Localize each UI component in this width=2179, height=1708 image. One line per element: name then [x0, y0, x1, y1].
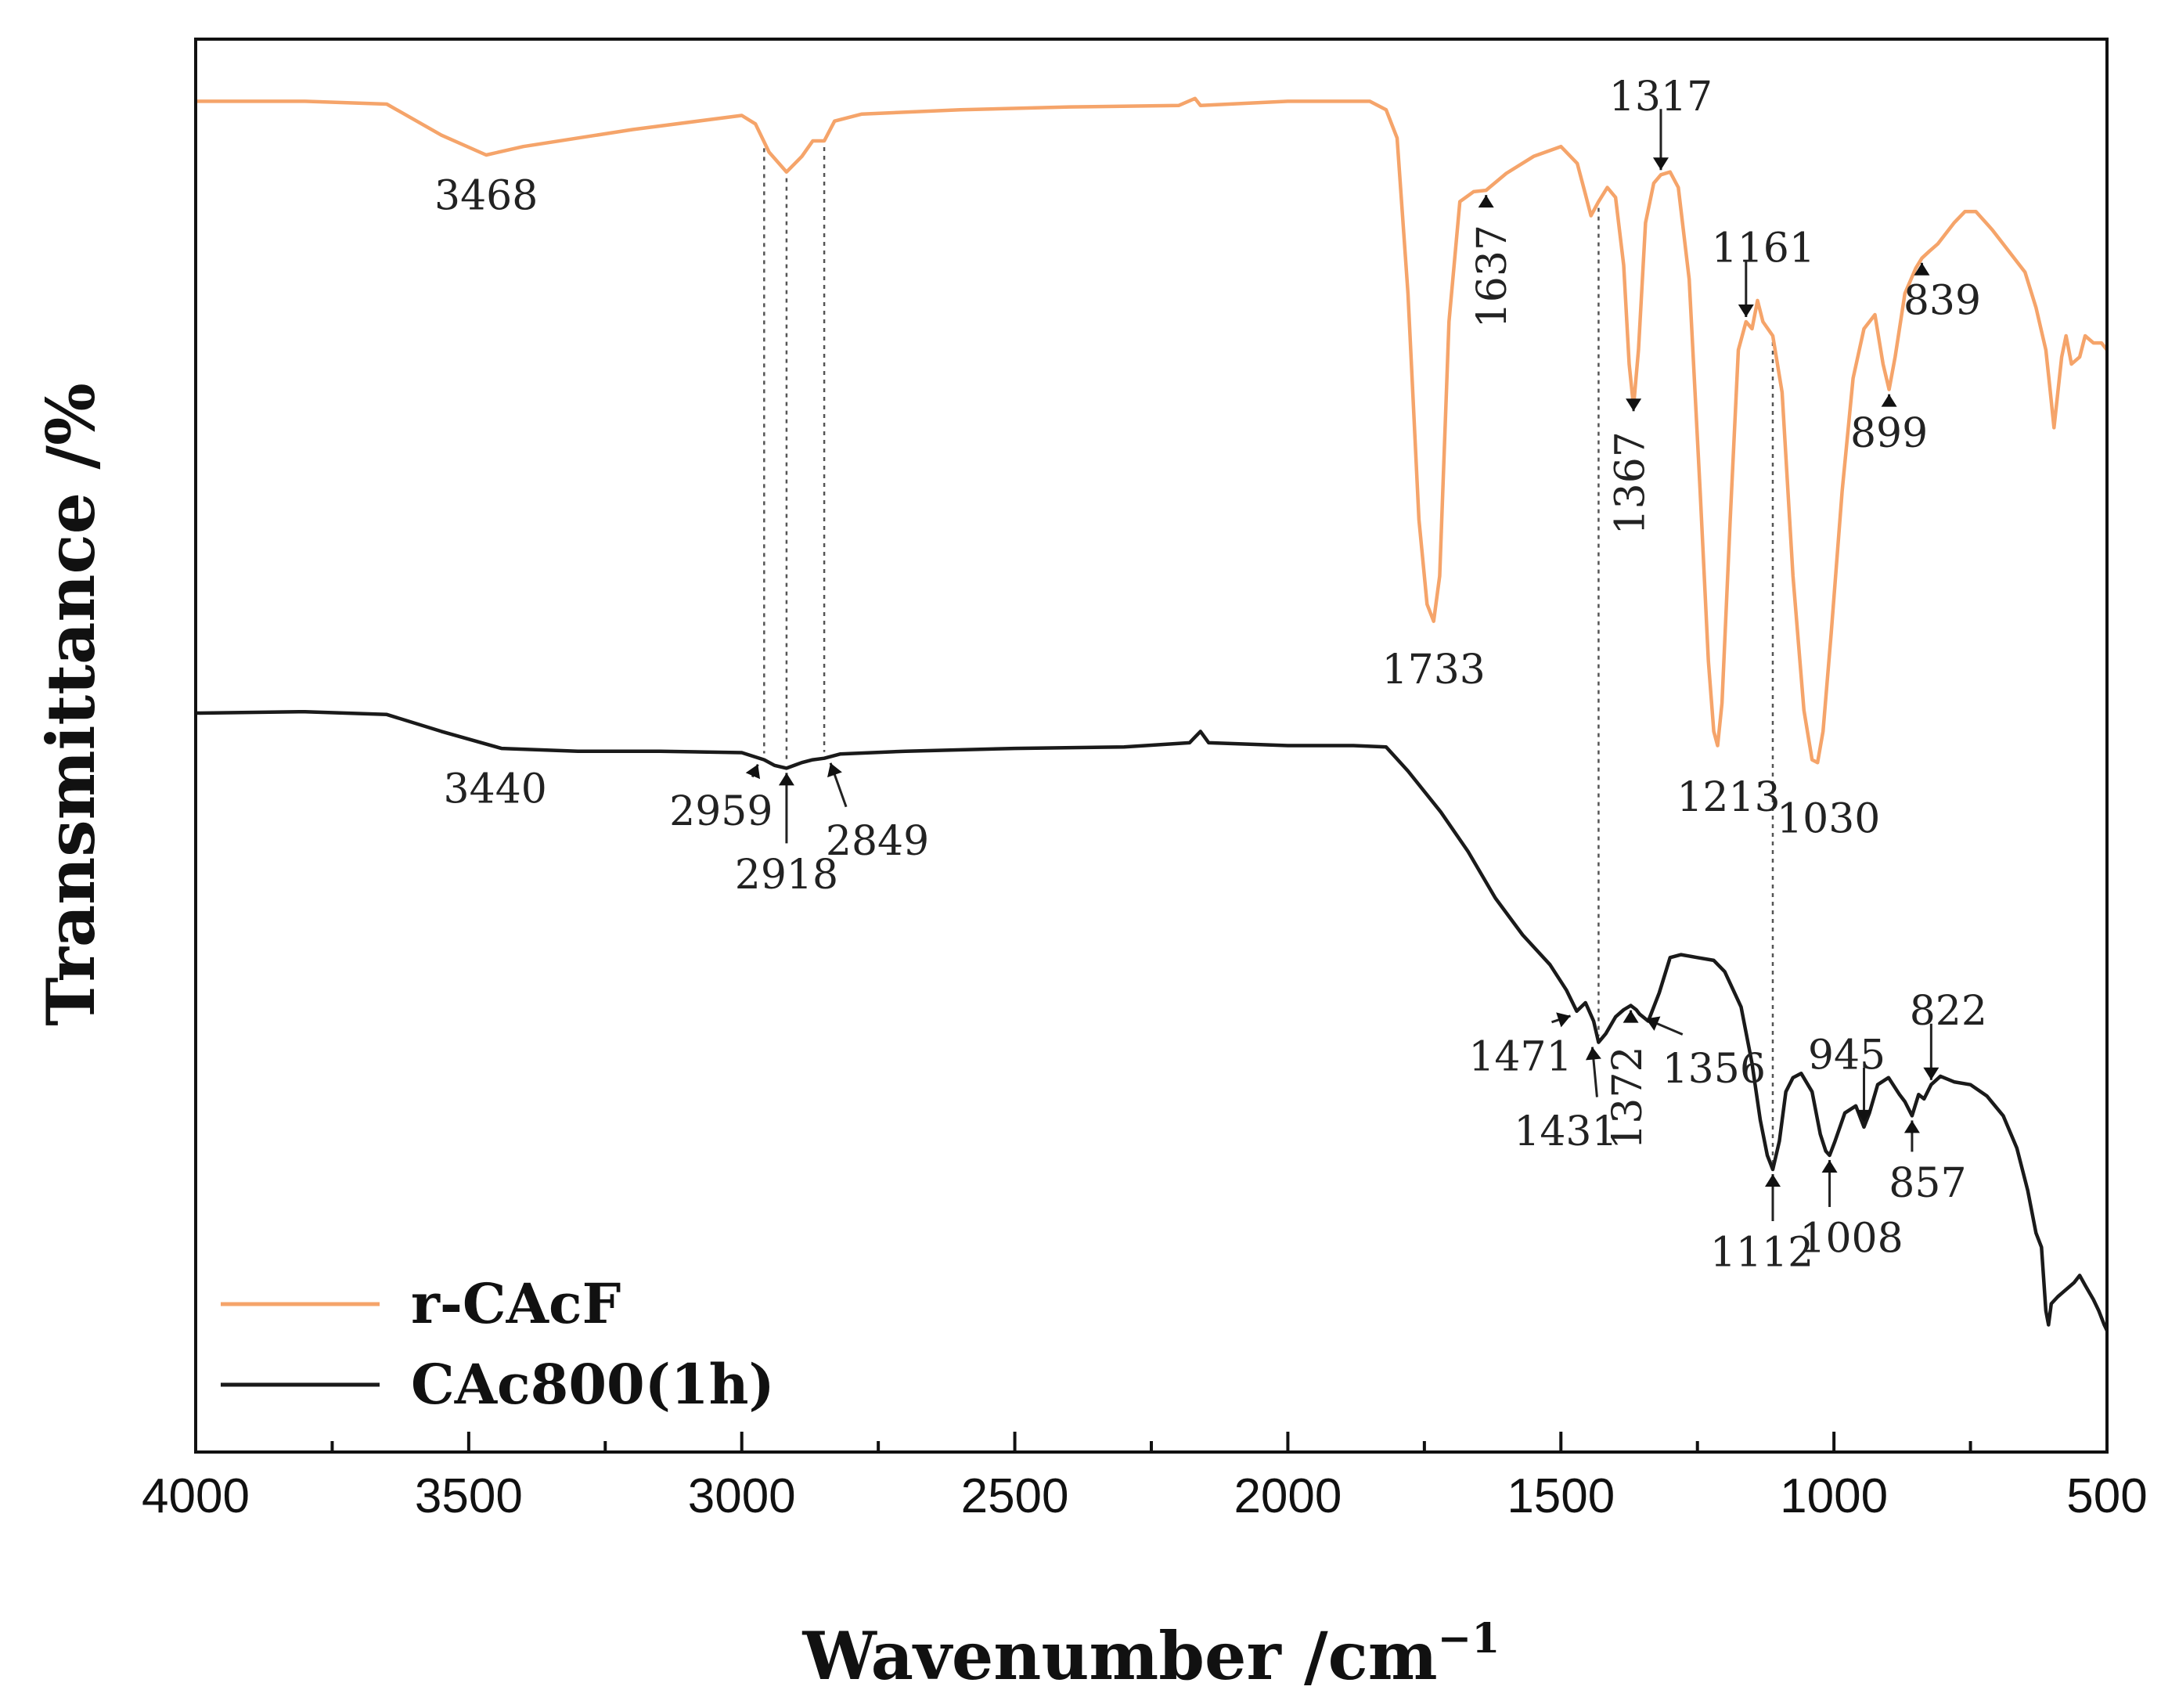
peak-arrows: [745, 109, 1939, 1221]
x-tick-label-4000: 4000: [142, 1469, 250, 1523]
x-axis-ticks: [194, 1432, 2109, 1452]
peak-label-3468: 3468: [434, 173, 538, 220]
peak-label-1637: 1637: [1469, 225, 1516, 328]
peak-arrow-head-1112: [1764, 1174, 1781, 1187]
peak-label-2959: 2959: [669, 788, 773, 835]
legend: r-CAcF CAc800(1h): [221, 1271, 775, 1417]
peak-arrow-head-2849: [827, 762, 842, 778]
peak-arrow-head-2959: [745, 764, 761, 780]
x-axis-tick-labels: 4000 3500 3000 2500 2000 1500 1000 500: [142, 1469, 2148, 1523]
peak-label-1471: 1471: [1468, 1033, 1572, 1080]
x-axis-title: Wavenumber /cm−1: [802, 1615, 1500, 1695]
peak-label-1431: 1431: [1514, 1108, 1617, 1155]
peak-arrow-head-1161: [1738, 304, 1754, 317]
peak-label-1356: 1356: [1662, 1046, 1766, 1093]
peak-label-2849: 2849: [826, 818, 929, 865]
peak-arrow-head-1637: [1478, 195, 1494, 208]
peak-arrow-head-839: [1914, 262, 1930, 276]
x-tick-label-1500: 1500: [1507, 1469, 1615, 1523]
peak-arrow-head-1356: [1645, 1016, 1661, 1031]
peak-label-1213: 1213: [1677, 774, 1780, 821]
peak-label-1317: 1317: [1609, 74, 1713, 121]
peak-label-2918: 2918: [735, 852, 838, 899]
legend-label-cac800: CAc800(1h): [411, 1352, 775, 1417]
peak-arrow-head-1317: [1652, 157, 1669, 171]
guide-lines: [763, 146, 1774, 1163]
peak-label-945: 945: [1808, 1032, 1885, 1079]
peak-arrow-head-1471: [1556, 1012, 1571, 1028]
peak-label-822: 822: [1910, 988, 1987, 1035]
spectra: [195, 96, 2109, 1331]
peak-arrow-head-857: [1903, 1120, 1920, 1133]
peak-label-857: 857: [1889, 1160, 1966, 1207]
peak-arrow-head-1367: [1626, 398, 1642, 412]
peak-arrow-head-945: [1856, 1109, 1872, 1122]
x-tick-label-1000: 1000: [1780, 1469, 1888, 1523]
peak-arrow-head-1372: [1623, 1010, 1639, 1023]
peak-label-1008: 1008: [1799, 1215, 1903, 1262]
peak-label-3440: 3440: [444, 766, 547, 813]
peak-label-899: 899: [1850, 410, 1928, 457]
series-line-r-cacf: [196, 96, 2109, 765]
peak-arrow-head-2918: [778, 773, 794, 786]
peak-arrow-head-899: [1881, 394, 1897, 407]
peak-arrow-head-1008: [1821, 1159, 1838, 1173]
peak-label-839: 839: [1903, 277, 1981, 324]
peak-label-1161: 1161: [1712, 225, 1815, 272]
peak-labels: 3468 1733 1637 1367 1317 1213 1161 1030 899 839 34…: [434, 74, 1987, 1277]
series-line-cac800-1h: [195, 709, 2109, 1331]
x-tick-label-3000: 3000: [688, 1469, 796, 1523]
legend-label-r-cacf: r-CAcF: [411, 1271, 621, 1336]
peak-arrow-head-822: [1923, 1067, 1939, 1080]
y-axis-title: Transmittance /%: [32, 383, 110, 1026]
peak-label-1112: 1112: [1710, 1230, 1813, 1277]
peak-label-1733: 1733: [1382, 647, 1486, 694]
peak-label-1030: 1030: [1777, 796, 1880, 843]
x-tick-label-3500: 3500: [415, 1469, 523, 1523]
peak-label-1367: 1367: [1608, 431, 1655, 535]
x-tick-label-2500: 2500: [961, 1469, 1069, 1523]
x-tick-label-2000: 2000: [1234, 1469, 1342, 1523]
peak-label-1372: 1372: [1605, 1046, 1651, 1149]
x-tick-label-500: 500: [2066, 1469, 2147, 1523]
peak-arrow-head-1431: [1585, 1047, 1601, 1061]
